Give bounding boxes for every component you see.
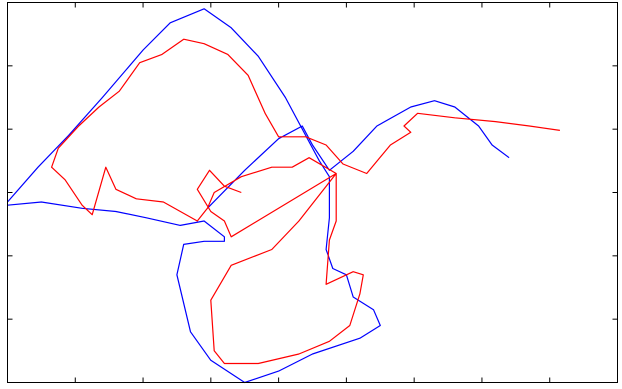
series-line-1: [7, 8, 381, 384]
series-line-2: [206, 100, 510, 209]
series-line-3: [50, 38, 560, 365]
series-layer: [7, 8, 560, 384]
tick-layer: [7, 2, 618, 383]
